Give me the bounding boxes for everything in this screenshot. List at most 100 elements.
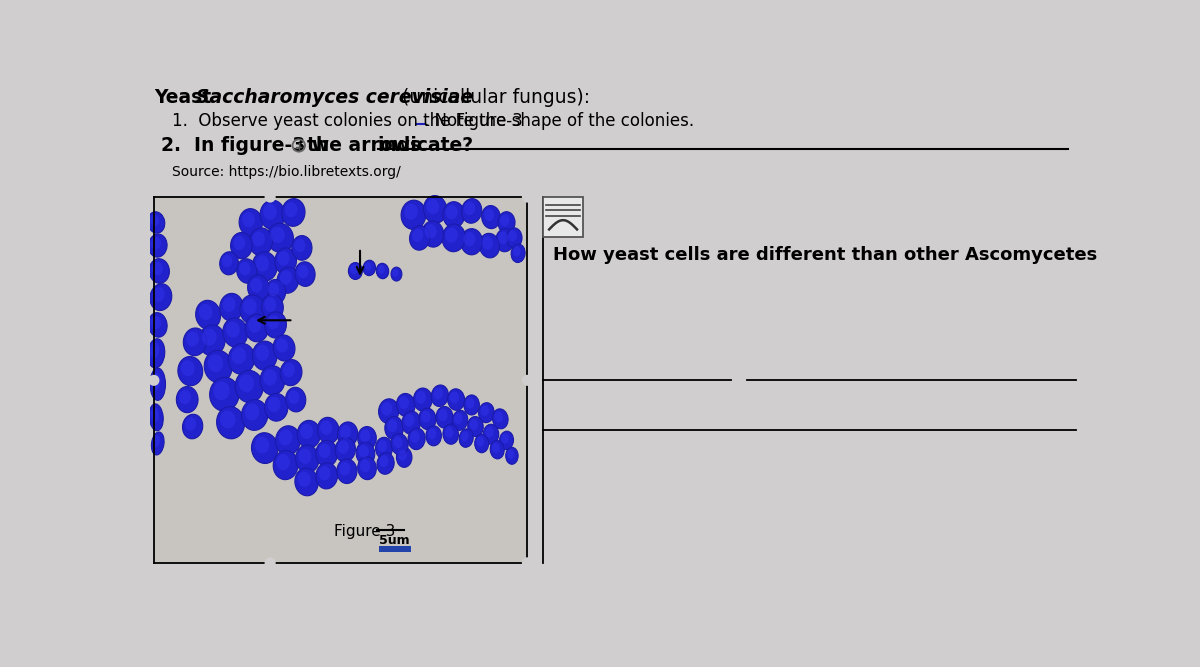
Text: Figure 3: Figure 3 (335, 524, 396, 540)
Text: 2.  In figure-3 w: 2. In figure-3 w (161, 136, 329, 155)
Ellipse shape (260, 366, 284, 395)
Ellipse shape (404, 414, 414, 427)
Ellipse shape (217, 407, 245, 439)
Ellipse shape (256, 345, 269, 361)
Ellipse shape (149, 234, 167, 257)
Ellipse shape (480, 405, 490, 416)
Ellipse shape (151, 408, 158, 422)
Ellipse shape (185, 418, 196, 431)
Ellipse shape (222, 255, 233, 267)
Ellipse shape (250, 228, 272, 255)
Ellipse shape (496, 229, 515, 251)
Ellipse shape (475, 434, 488, 453)
Ellipse shape (256, 255, 269, 271)
Ellipse shape (436, 406, 454, 428)
Ellipse shape (426, 199, 439, 214)
Ellipse shape (498, 211, 515, 233)
Ellipse shape (416, 391, 426, 404)
Ellipse shape (283, 363, 295, 378)
Text: . Note the shape of the colonies.: . Note the shape of the colonies. (425, 112, 695, 130)
Ellipse shape (468, 417, 484, 436)
Ellipse shape (431, 385, 449, 406)
Ellipse shape (317, 418, 340, 444)
Ellipse shape (282, 199, 305, 226)
Ellipse shape (150, 283, 172, 311)
Ellipse shape (241, 400, 268, 430)
Ellipse shape (448, 389, 464, 410)
Ellipse shape (481, 205, 500, 229)
Ellipse shape (316, 463, 337, 489)
Ellipse shape (264, 297, 276, 311)
Text: Source: https://bio.libretexts.org/: Source: https://bio.libretexts.org/ (172, 165, 401, 179)
Ellipse shape (284, 202, 298, 217)
FancyBboxPatch shape (542, 197, 583, 237)
Ellipse shape (382, 402, 392, 416)
Ellipse shape (391, 267, 402, 281)
Text: 1.  Observe yeast colonies on the Figure-3: 1. Observe yeast colonies on the Figure-… (172, 112, 522, 130)
Ellipse shape (394, 436, 402, 448)
Ellipse shape (396, 448, 412, 468)
Ellipse shape (239, 374, 254, 392)
Ellipse shape (247, 275, 269, 301)
Ellipse shape (295, 445, 319, 473)
Ellipse shape (337, 422, 358, 446)
Ellipse shape (379, 399, 398, 424)
Ellipse shape (236, 259, 257, 283)
Ellipse shape (358, 426, 377, 450)
Ellipse shape (335, 438, 355, 462)
Ellipse shape (148, 211, 164, 233)
Ellipse shape (152, 372, 161, 390)
Ellipse shape (443, 424, 458, 444)
Ellipse shape (500, 214, 510, 226)
Ellipse shape (265, 312, 287, 338)
Ellipse shape (484, 209, 494, 221)
Ellipse shape (410, 431, 420, 443)
Ellipse shape (360, 460, 371, 472)
Ellipse shape (232, 348, 246, 364)
Ellipse shape (358, 457, 377, 480)
Ellipse shape (385, 416, 403, 440)
Circle shape (149, 376, 158, 385)
Ellipse shape (464, 201, 475, 215)
Ellipse shape (426, 426, 442, 446)
Ellipse shape (280, 360, 302, 386)
Ellipse shape (226, 321, 240, 338)
Ellipse shape (376, 438, 392, 459)
Ellipse shape (178, 356, 203, 386)
Ellipse shape (268, 315, 280, 329)
Ellipse shape (464, 395, 479, 415)
Ellipse shape (252, 251, 277, 281)
Ellipse shape (442, 224, 466, 251)
Ellipse shape (445, 205, 457, 219)
Circle shape (523, 558, 532, 568)
Ellipse shape (460, 429, 473, 448)
Ellipse shape (391, 434, 408, 455)
Ellipse shape (412, 229, 424, 242)
Ellipse shape (452, 410, 468, 430)
Text: Yeast: Yeast (154, 88, 217, 107)
Ellipse shape (152, 287, 164, 302)
Ellipse shape (298, 265, 308, 278)
Ellipse shape (485, 427, 493, 438)
Ellipse shape (508, 450, 514, 459)
Ellipse shape (286, 388, 306, 412)
Ellipse shape (445, 227, 458, 243)
Ellipse shape (502, 434, 509, 444)
Ellipse shape (265, 279, 286, 304)
Ellipse shape (280, 270, 292, 285)
Ellipse shape (204, 350, 232, 383)
Ellipse shape (378, 265, 385, 273)
Ellipse shape (181, 360, 194, 376)
Ellipse shape (509, 230, 517, 241)
Ellipse shape (199, 325, 226, 356)
Ellipse shape (398, 450, 407, 461)
Circle shape (265, 193, 275, 201)
Ellipse shape (242, 299, 257, 315)
Ellipse shape (251, 278, 263, 293)
Ellipse shape (350, 265, 358, 274)
Ellipse shape (150, 214, 160, 226)
Ellipse shape (202, 329, 217, 346)
Text: (unicellular fungus):: (unicellular fungus): (396, 88, 590, 107)
Ellipse shape (408, 428, 425, 450)
Ellipse shape (388, 420, 397, 432)
